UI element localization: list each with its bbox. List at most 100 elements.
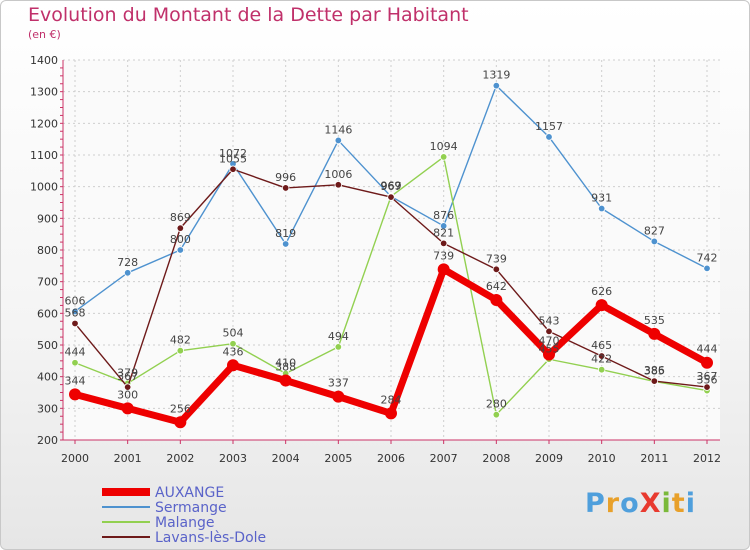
data-label: 568 [65,306,86,319]
y-tick-label: 900 [37,212,58,225]
data-label: 1006 [324,168,352,181]
data-label: 742 [697,251,718,264]
data-label: 869 [170,211,191,224]
data-point [439,222,448,230]
data-point [492,265,501,274]
x-tick-label: 2009 [535,452,563,465]
data-point [69,388,81,401]
data-label: 626 [591,285,612,298]
data-point [597,204,606,213]
data-point [703,264,711,273]
data-label: 1094 [430,140,458,153]
data-label: 967 [381,180,402,193]
data-point [123,383,132,391]
axes: 200 300 400 500 600 700 800 900 1000 1100 1200 1300… [30,54,721,465]
data-label: 827 [644,224,665,237]
x-tick-label: 2006 [377,452,405,465]
data-label: 422 [591,353,612,366]
y-tick-label: 700 [37,276,58,289]
data-point [437,263,450,276]
logo-letter: P [585,488,606,519]
data-point [227,359,239,372]
x-tick-label: 2003 [219,452,247,465]
data-point [701,356,713,369]
data-label: 819 [275,227,296,240]
data-point [334,181,343,189]
data-point [176,224,185,232]
x-tick-label: 2000 [61,452,89,465]
y-tick-label: 1200 [30,117,58,130]
x-tick-label: 2001 [114,452,142,465]
data-label: 876 [433,209,454,222]
data-point [121,402,134,415]
data-label: 1157 [535,120,563,133]
y-tick-label: 1100 [30,149,58,162]
legend-label: Malange [155,515,215,531]
data-label: 494 [328,330,349,343]
data-point [545,327,553,336]
x-tick-label: 2002 [166,452,194,465]
data-point [492,81,501,90]
data-label: 256 [170,402,191,415]
data-label: 1319 [482,69,510,82]
data-label: 300 [117,388,138,401]
data-point [174,416,187,429]
data-point [281,240,290,248]
data-label: 535 [644,314,665,327]
data-label: 800 [170,233,191,246]
data-point [650,377,659,385]
data-point [332,390,345,403]
logo-letter: i [661,488,672,519]
data-label: 356 [697,374,718,387]
data-point [281,184,290,192]
logo-letter: t [671,488,686,519]
x-tick-label: 2011 [640,452,668,465]
data-point [385,407,397,420]
data-label: 728 [117,256,138,269]
data-point [703,383,711,391]
chart-title: Evolution du Montant de la Dette par Hab… [28,4,469,26]
data-point [176,246,185,254]
logo-letter: X [639,488,662,519]
data-label: 284 [381,393,402,406]
data-label: 543 [539,314,560,327]
y-tick-label: 600 [37,307,58,320]
y-tick-label: 1300 [30,86,58,99]
data-label: 504 [223,327,244,340]
data-label: 280 [486,398,507,411]
data-label: 1055 [219,152,247,165]
data-label: 379 [117,366,138,379]
data-point [71,319,79,328]
data-label: 821 [433,226,454,239]
data-point [595,299,608,312]
data-label: 385 [644,364,665,377]
data-point [597,366,606,374]
data-point [334,343,343,351]
data-label: 367 [697,370,718,383]
logo-letter: o [620,488,640,519]
data-label: 606 [65,294,86,307]
y-tick-label: 500 [37,339,58,352]
y-tick-label: 400 [37,371,58,384]
data-label: 337 [328,377,349,390]
data-point [334,136,343,145]
data-point [387,193,395,201]
data-point [176,347,185,355]
data-label: 455 [539,342,560,355]
x-tick-label: 2004 [272,452,300,465]
x-tick-label: 2007 [430,452,458,465]
data-label: 1072 [219,147,247,160]
data-point [492,410,501,419]
x-tick-label: 2012 [693,452,721,465]
data-point [71,359,79,367]
legend-label: Sermange [155,500,227,516]
legend-label: AUXANGE [155,485,224,501]
data-label: 969 [381,179,402,192]
y-tick-label: 200 [37,434,58,447]
data-label: 465 [591,339,612,352]
data-label: 642 [486,280,507,293]
data-point [597,352,606,360]
x-tick-label: 2010 [588,452,616,465]
